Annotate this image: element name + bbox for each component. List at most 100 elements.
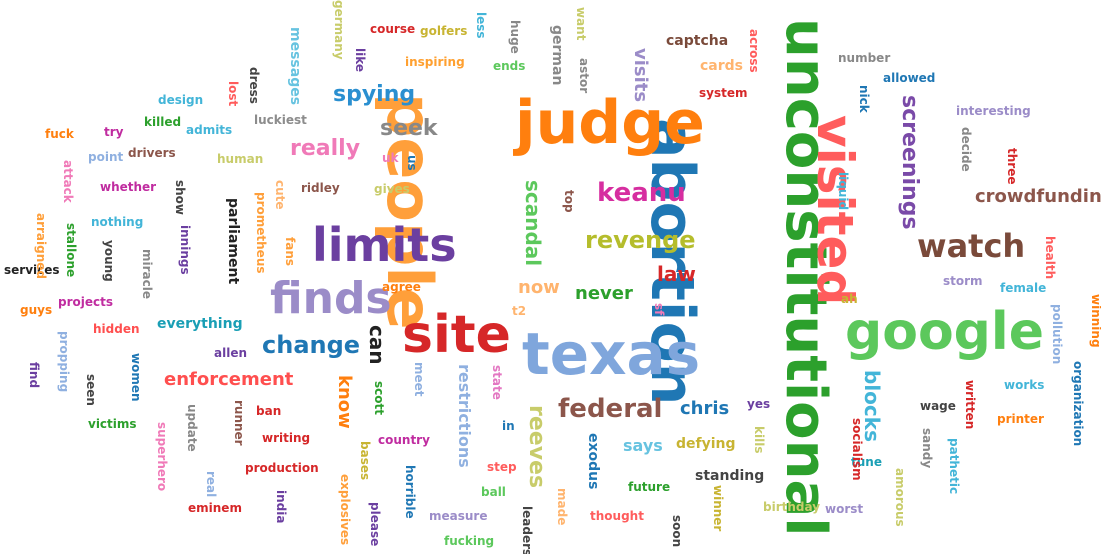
word-amorous: amorous	[893, 468, 907, 527]
word-astor: astor	[577, 58, 591, 94]
word-t2: t2	[512, 304, 527, 318]
word-female: female	[1000, 281, 1047, 295]
word-real: real	[204, 471, 218, 498]
word-dress: dress	[247, 67, 261, 104]
word-know: know	[334, 375, 355, 429]
word-prometheus: prometheus	[254, 192, 268, 274]
word-please: please	[368, 502, 382, 547]
word-finds: finds	[270, 273, 392, 324]
word-system: system	[699, 86, 748, 100]
word-cute: cute	[273, 180, 287, 210]
word-german: german	[549, 25, 565, 86]
word-defying: defying	[676, 436, 736, 452]
word-number: number	[838, 51, 891, 65]
word-ends: ends	[493, 59, 526, 73]
word-now: now	[518, 277, 560, 298]
word-never: never	[575, 283, 633, 304]
word-course: course	[370, 22, 416, 36]
word-services: services	[4, 263, 60, 277]
word-made: made	[555, 488, 569, 526]
word-scandal: scandal	[521, 180, 545, 267]
word-drivers: drivers	[128, 146, 176, 160]
word-sf: sf	[652, 303, 666, 316]
word-attack: attack	[61, 160, 75, 203]
word-pollution: pollution	[1050, 304, 1064, 365]
word-winner: winner	[711, 485, 725, 532]
word-nothing: nothing	[91, 215, 144, 229]
word-kills: kills	[752, 426, 766, 454]
word-uk: uk	[382, 151, 399, 165]
word-gives: gives	[374, 182, 410, 196]
word-in: in	[502, 419, 515, 433]
word-seek: seek	[380, 116, 438, 141]
word-state: state	[490, 365, 504, 400]
word-spying: spying	[333, 82, 416, 107]
word-scott: scott	[372, 381, 386, 415]
word-sandy: sandy	[920, 428, 934, 469]
word-ah: ah	[841, 292, 858, 306]
word-storm: storm	[943, 274, 983, 288]
word-explosives: explosives	[338, 474, 352, 546]
word-lost: lost	[226, 81, 240, 107]
word-pathetic: pathetic	[947, 438, 961, 495]
word-tune: tune	[851, 455, 882, 469]
word-texas: texas	[522, 320, 701, 388]
word-country: country	[378, 433, 430, 447]
word-top: top	[562, 190, 576, 213]
word-bases: bases	[358, 441, 372, 481]
word-design: design	[158, 93, 204, 107]
word-eminem: eminem	[188, 501, 242, 515]
word-site: site	[402, 305, 511, 365]
word-change: change	[262, 331, 361, 359]
word-federal: federal	[558, 394, 663, 424]
word-like: like	[353, 48, 367, 73]
word-chris: chris	[680, 398, 730, 419]
word-update: update	[185, 404, 199, 452]
word-germany: germany	[332, 0, 346, 60]
word-killed: killed	[144, 115, 182, 129]
word-parliament: parliament	[225, 198, 241, 285]
word-judge: judge	[515, 88, 705, 158]
word-less: less	[474, 12, 488, 39]
word-golfers: golfers	[420, 24, 468, 38]
word-whether: whether	[100, 180, 157, 194]
word-revenge: revenge	[585, 226, 696, 254]
word-interesting: interesting	[956, 104, 1031, 118]
word-really: really	[290, 136, 361, 161]
word-inspiring: inspiring	[405, 55, 465, 69]
word-nick: nick	[857, 85, 871, 113]
word-allen: allen	[214, 346, 248, 360]
word-limits: limits	[312, 218, 457, 272]
word-winning: winning	[1089, 294, 1101, 348]
word-agree: agree	[382, 280, 421, 294]
word-watch: watch	[917, 227, 1026, 265]
word-crowdfunding: crowdfunding	[975, 186, 1101, 207]
word-show: show	[173, 180, 187, 216]
word-standing: standing	[695, 468, 765, 484]
word-works: works	[1004, 378, 1045, 392]
word-three: three	[1005, 148, 1019, 185]
word-can: can	[365, 325, 389, 365]
word-women: women	[129, 353, 143, 402]
word-propping: propping	[57, 331, 71, 393]
word-exodus: exodus	[585, 433, 601, 490]
word-runner: runner	[232, 400, 246, 446]
word-blocks: blocks	[860, 370, 884, 442]
word-miracle: miracle	[140, 249, 154, 299]
word-messages: messages	[287, 27, 303, 106]
word-birthday: birthday	[763, 500, 821, 514]
word-stallone: stallone	[64, 223, 78, 278]
word-ridley: ridley	[301, 181, 340, 195]
word-india: india	[274, 490, 288, 524]
word-meet: meet	[412, 362, 426, 397]
word-fans: fans	[283, 237, 297, 267]
word-luckiest: luckiest	[254, 113, 307, 127]
word-worst: worst	[825, 502, 864, 516]
word-step: step	[487, 460, 517, 474]
word-health: health	[1043, 236, 1057, 280]
word-leaders: leaders	[520, 506, 534, 554]
word-innings: innings	[178, 225, 192, 275]
word-guys: guys	[20, 303, 53, 317]
word-visited: visited	[806, 115, 864, 306]
